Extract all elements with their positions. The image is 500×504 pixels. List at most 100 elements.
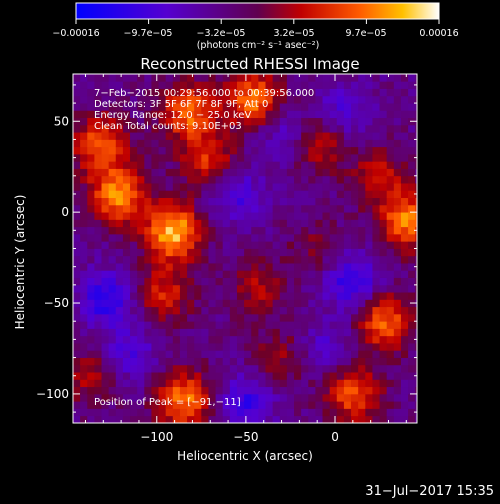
image-cell (386, 175, 395, 184)
image-cell (308, 219, 316, 228)
image-cell (130, 132, 138, 140)
image-cell (179, 299, 188, 308)
image-cell (386, 226, 395, 235)
image-cell (365, 255, 373, 264)
image-cell (87, 161, 95, 169)
image-cell (194, 386, 202, 395)
image-cell (73, 161, 81, 169)
image-cell (408, 328, 416, 337)
image-cell (101, 226, 110, 235)
image-cell (251, 117, 259, 126)
image-cell (415, 313, 417, 322)
image-cell (244, 233, 252, 242)
image-cell (351, 321, 359, 329)
image-cell (229, 343, 238, 351)
image-cell (144, 161, 152, 169)
image-cell (151, 88, 159, 97)
image-cell (286, 248, 295, 257)
image-cell (279, 393, 288, 402)
image-cell (144, 139, 152, 148)
image-cell (165, 197, 174, 206)
image-cell (94, 139, 102, 148)
image-cell (236, 408, 245, 417)
image-cell (315, 132, 323, 140)
image-cell (208, 95, 216, 104)
image-cell (265, 183, 274, 191)
image-cell (265, 306, 274, 315)
image-cell (365, 299, 373, 308)
image-cell (229, 386, 238, 395)
image-cell (244, 350, 252, 358)
image-cell (358, 415, 366, 423)
image-cell (294, 81, 302, 89)
image-cell (130, 219, 138, 228)
image-cell (294, 372, 302, 380)
image-cell (372, 153, 380, 162)
image-cell (151, 379, 159, 388)
image-cell (308, 364, 316, 373)
image-cell (315, 401, 323, 409)
image-cell (144, 95, 152, 104)
image-cell (393, 408, 402, 417)
image-cell (208, 161, 216, 169)
image-cell (372, 95, 380, 104)
image-cell (229, 190, 238, 198)
image-cell (286, 328, 295, 337)
image-cell (379, 277, 388, 286)
image-cell (294, 146, 302, 155)
image-cell (80, 81, 88, 89)
image-cell (208, 197, 216, 206)
image-cell (329, 117, 338, 126)
image-cell (265, 95, 274, 104)
image-cell (201, 153, 209, 162)
image-cell (115, 153, 124, 162)
image-cell (308, 226, 316, 235)
image-cell (315, 88, 323, 97)
image-cell (415, 74, 417, 82)
image-cell (408, 393, 416, 402)
image-cell (265, 88, 274, 97)
image-cell (222, 372, 231, 380)
image-cell (187, 321, 195, 329)
image-cell (308, 190, 316, 198)
image-cell (294, 175, 302, 184)
image-cell (151, 306, 159, 315)
image-cell (179, 328, 188, 337)
image-cell (265, 124, 274, 133)
image-cell (73, 74, 81, 82)
image-cell (201, 313, 209, 322)
image-cell (229, 313, 238, 322)
image-cell (101, 146, 110, 155)
image-cell (386, 401, 395, 409)
image-cell (187, 132, 195, 140)
image-cell (236, 328, 245, 337)
image-cell (265, 401, 274, 409)
image-cell (215, 233, 224, 242)
image-cell (329, 212, 338, 220)
image-cell (172, 103, 181, 111)
image-cell (144, 117, 152, 126)
image-cell (365, 146, 373, 155)
image-cell (80, 110, 88, 119)
image-cell (358, 343, 366, 351)
image-cell (329, 74, 338, 82)
image-cell (400, 284, 409, 293)
image-cell (151, 204, 159, 213)
image-cell (372, 139, 380, 148)
image-cell (130, 117, 138, 126)
image-cell (386, 95, 395, 104)
image-cell (286, 263, 295, 271)
image-cell (115, 161, 124, 169)
image-cell (393, 88, 402, 97)
image-cell (294, 88, 302, 97)
image-cell (236, 110, 245, 119)
image-cell (236, 284, 245, 293)
image-cell (201, 212, 209, 220)
image-cell (144, 110, 152, 119)
image-cell (336, 168, 345, 177)
image-cell (172, 153, 181, 162)
image-cell (351, 95, 359, 104)
image-cell (158, 168, 167, 177)
image-cell (358, 393, 366, 402)
image-cell (386, 124, 395, 133)
